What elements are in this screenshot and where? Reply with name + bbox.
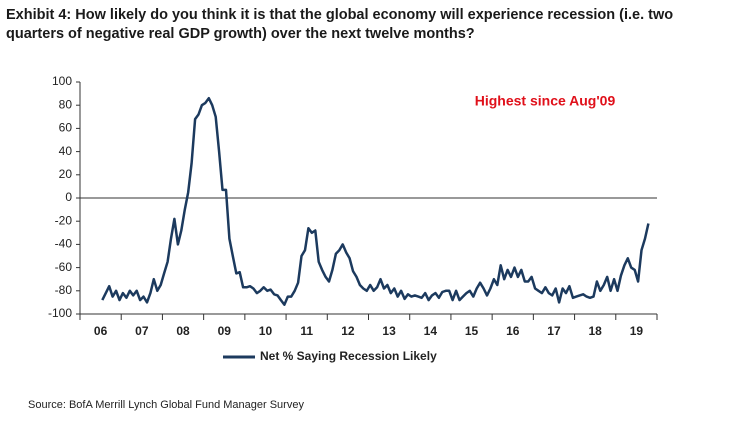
source: Source: BofA Merrill Lynch Global Fund M… xyxy=(28,399,304,411)
x-tick-label: 07 xyxy=(135,324,149,338)
y-tick-label: 60 xyxy=(59,121,73,135)
x-tick-label: 18 xyxy=(588,324,602,338)
x-tick-label: 12 xyxy=(341,324,355,338)
legend-label: Net % Saying Recession Likely xyxy=(260,349,437,363)
series-line xyxy=(101,96,650,306)
x-tick-label: 10 xyxy=(259,324,273,338)
y-tick-label: 0 xyxy=(65,190,72,204)
y-tick-label: -80 xyxy=(55,283,73,297)
x-tick-label: 11 xyxy=(300,324,313,338)
x-tick-label: 08 xyxy=(176,324,190,338)
x-tick-label: 06 xyxy=(94,324,108,338)
y-tick-label: -40 xyxy=(55,237,73,251)
x-tick-label: 15 xyxy=(465,324,479,338)
x-tick-label: 09 xyxy=(218,324,232,338)
annotation: Highest since Aug'09 xyxy=(475,93,616,109)
x-tick-label: 19 xyxy=(630,324,644,338)
y-tick-label: 40 xyxy=(59,144,73,158)
x-tick-label: 13 xyxy=(382,324,396,338)
y-tick-label: 100 xyxy=(52,74,72,88)
x-tick-label: 17 xyxy=(547,324,561,338)
y-tick-label: 20 xyxy=(59,167,73,181)
y-tick-label: 80 xyxy=(59,97,73,111)
y-tick-label: -60 xyxy=(55,260,73,274)
x-tick-label: 14 xyxy=(424,324,438,338)
y-tick-label: -100 xyxy=(48,306,72,320)
x-tick-label: 16 xyxy=(506,324,520,338)
y-tick-label: -20 xyxy=(55,213,73,227)
chart-title: Exhibit 4: How likely do you think it is… xyxy=(6,7,674,42)
